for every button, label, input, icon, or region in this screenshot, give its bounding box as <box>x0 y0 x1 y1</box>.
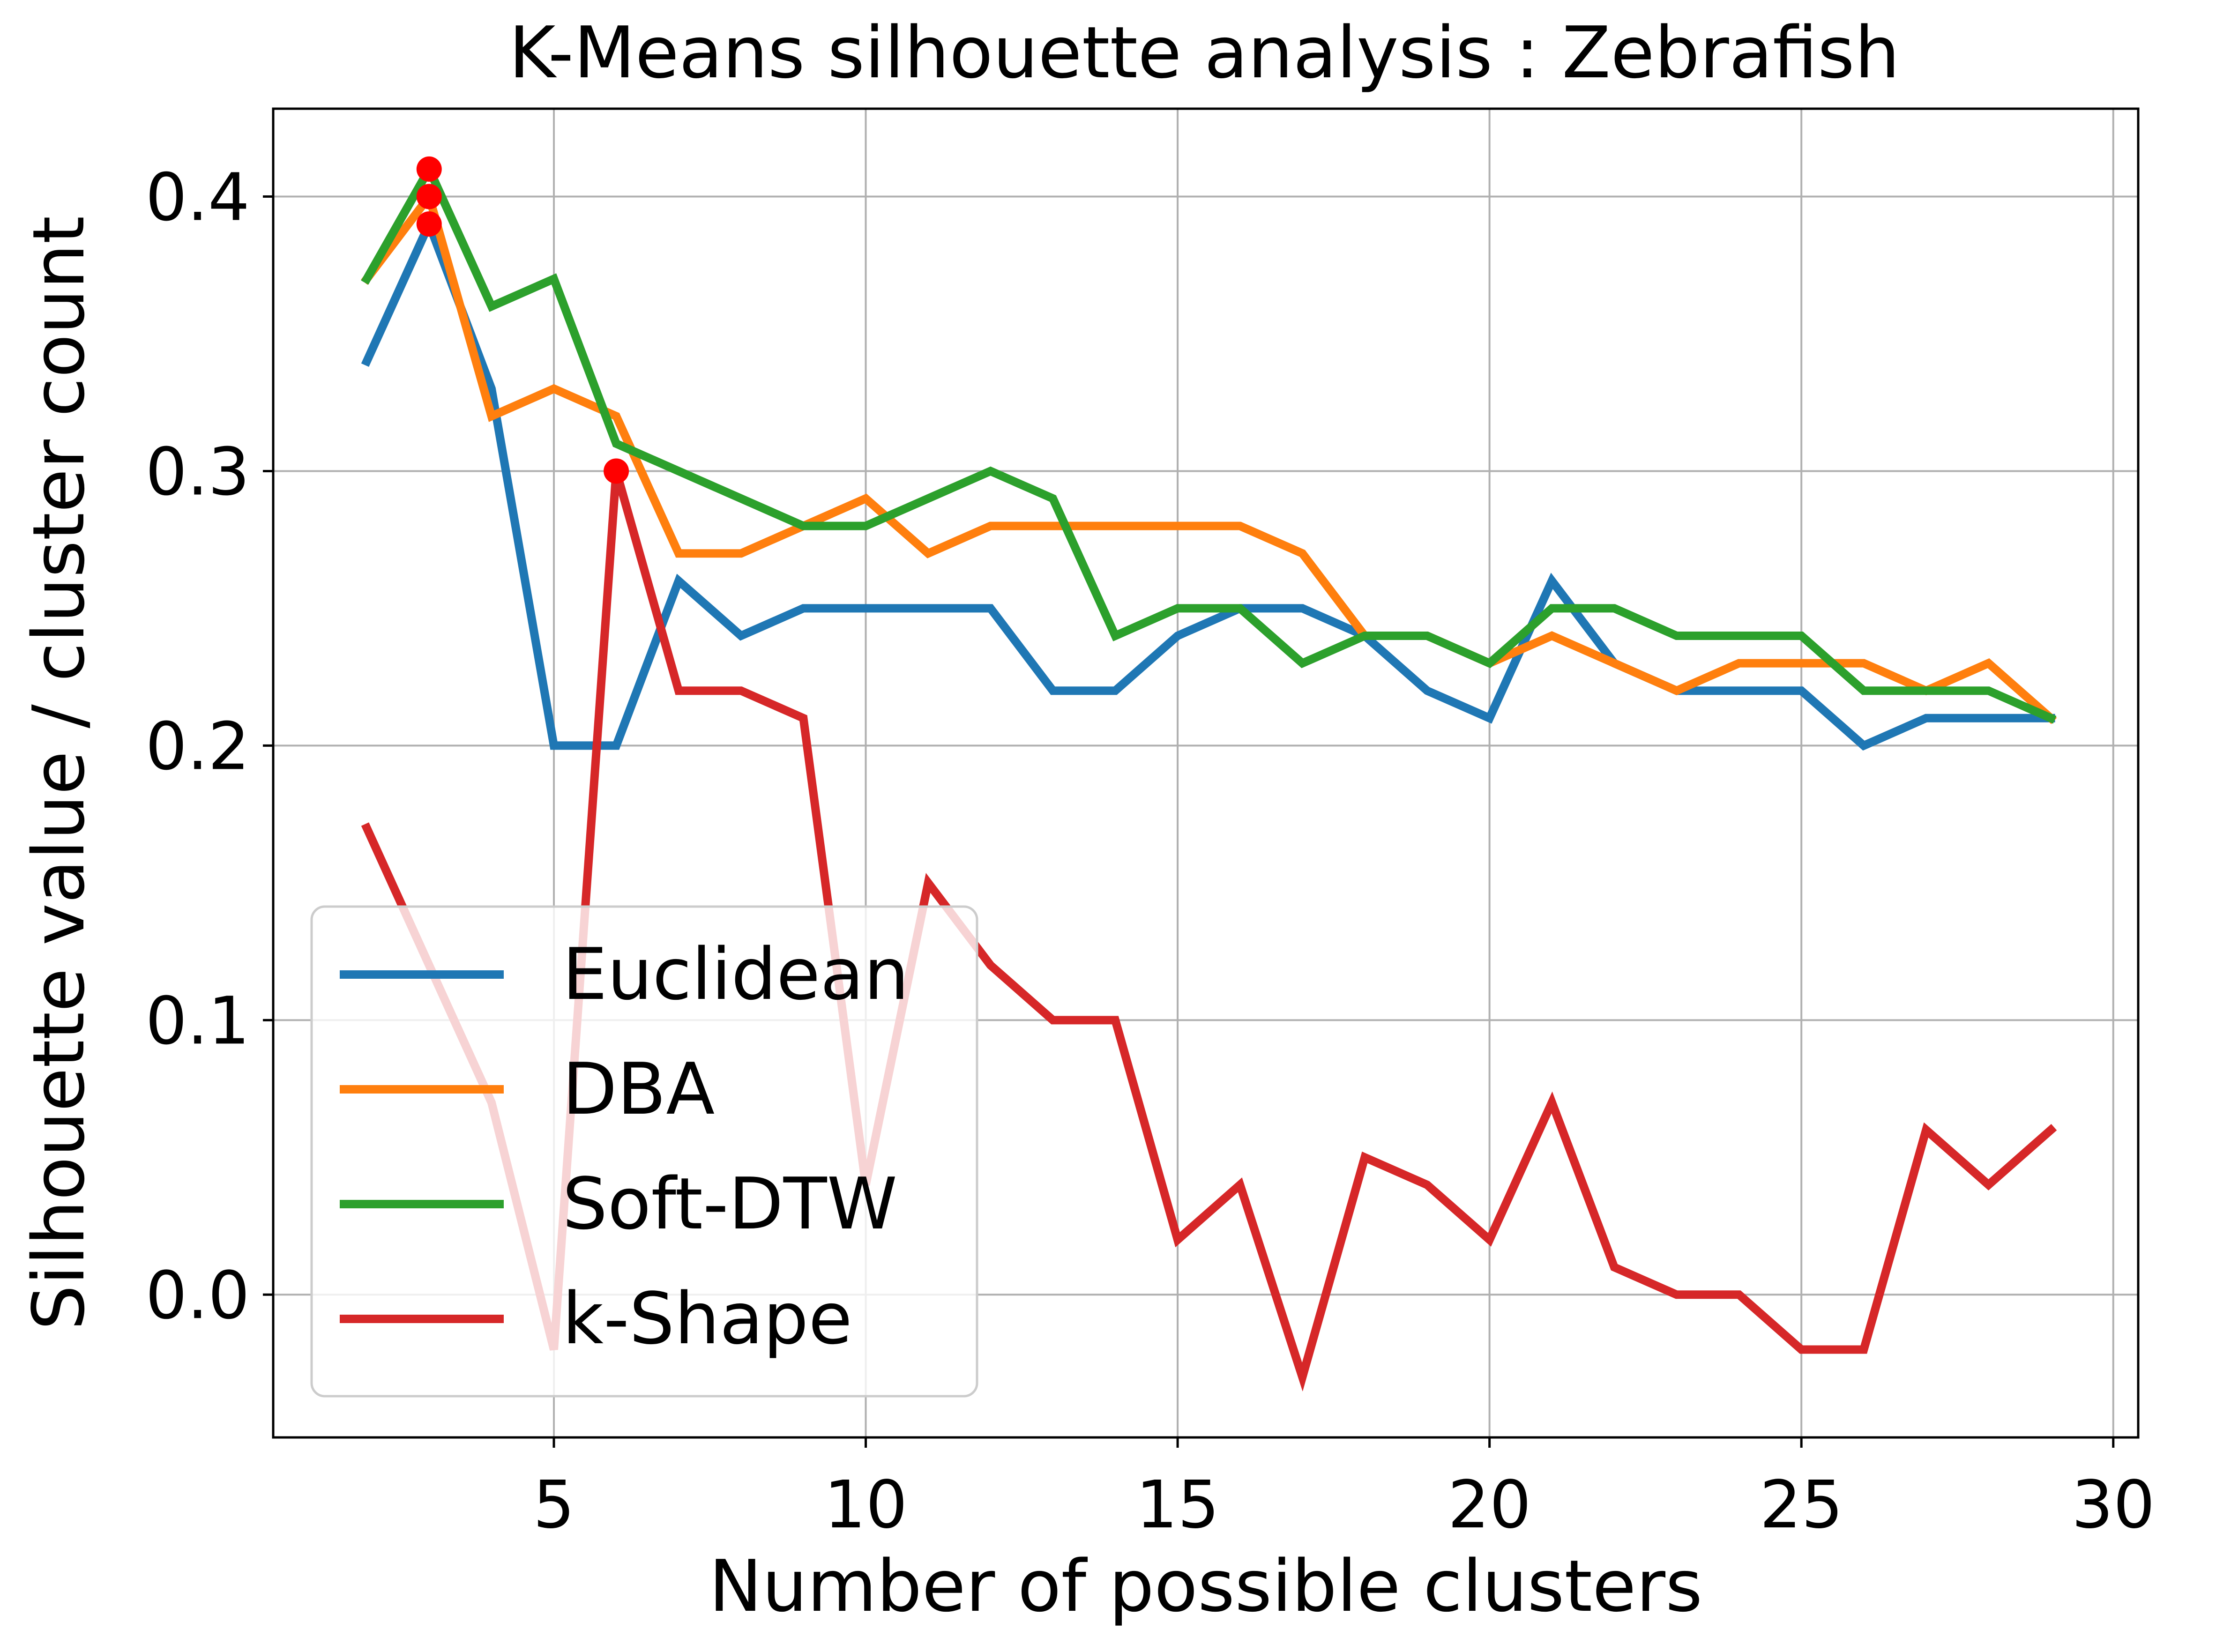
x-tick-label: 20 <box>1448 1467 1531 1543</box>
y-axis-ticks: 0.0 0.1 0.2 0.3 0.4 <box>145 160 273 1334</box>
series-line-soft-dtw <box>361 160 2057 724</box>
y-tick-label: 0.0 <box>145 1258 250 1334</box>
x-tick-label: 5 <box>533 1467 575 1543</box>
x-axis-ticks: 5 10 15 20 25 30 <box>533 1437 2155 1543</box>
y-tick-label: 0.1 <box>145 983 250 1059</box>
series-line-dba <box>361 187 2057 724</box>
legend-label-euclidean: Euclidean <box>562 933 909 1016</box>
x-tick-label: 25 <box>1760 1467 1843 1543</box>
y-tick-label: 0.3 <box>145 434 250 510</box>
legend-label-dba: DBA <box>562 1048 715 1131</box>
y-tick-label: 0.4 <box>145 160 250 236</box>
x-tick-label: 30 <box>2072 1467 2155 1543</box>
legend: Euclidean DBA Soft-DTW k-Shape <box>310 905 978 1398</box>
legend-label-k-shape: k-Shape <box>562 1277 852 1360</box>
y-tick-label: 0.2 <box>145 708 250 785</box>
peak-markers <box>416 156 629 484</box>
series-line-k-shape <box>361 470 2057 1392</box>
peak-marker-point <box>604 458 629 484</box>
y-axis-label: Silhouette value / cluster count <box>17 216 100 1330</box>
peak-marker-point <box>416 211 442 237</box>
legend-box <box>310 905 978 1398</box>
peak-marker-point <box>416 156 442 182</box>
chart-title: K-Means silhouette analysis : Zebrafish <box>509 11 1900 94</box>
series-line-euclidean <box>361 213 2055 751</box>
series-lines <box>361 160 2057 1392</box>
x-axis-label: Number of possible clusters <box>709 1545 1703 1628</box>
legend-label-soft-dtw: Soft-DTW <box>562 1162 897 1245</box>
x-tick-label: 10 <box>824 1467 907 1543</box>
plot-frame <box>272 107 2140 1439</box>
peak-marker-point <box>416 184 442 209</box>
x-tick-label: 15 <box>1136 1467 1219 1543</box>
